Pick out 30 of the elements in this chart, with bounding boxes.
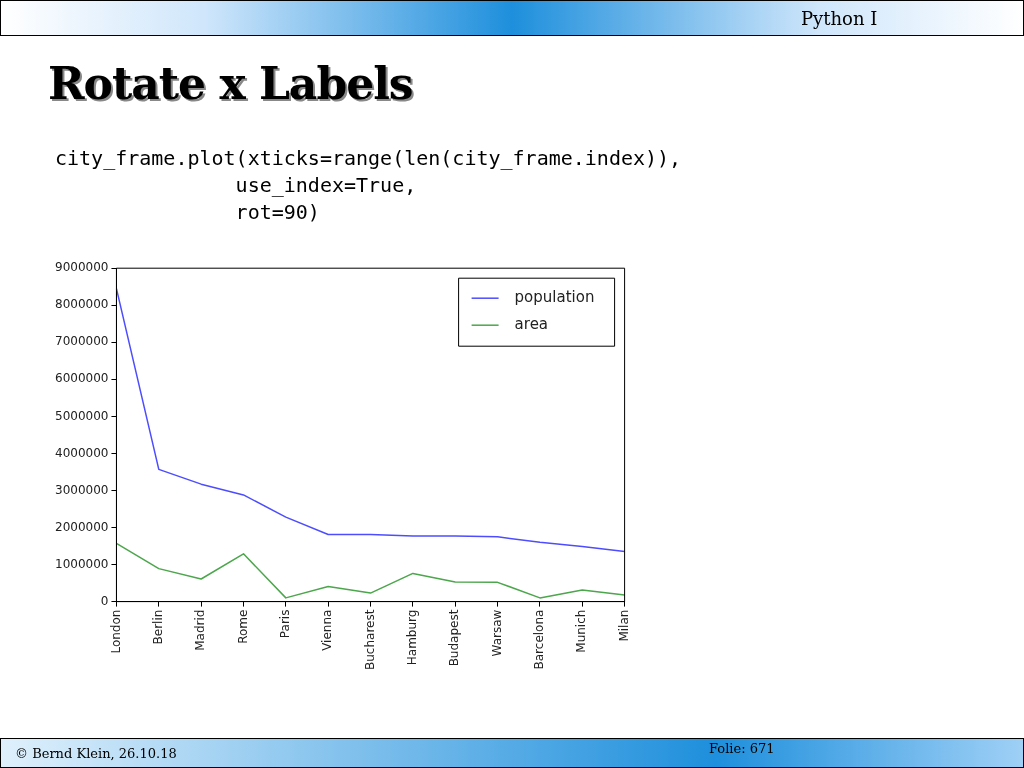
y-tick-label: 0 <box>100 593 109 608</box>
legend-label: area <box>514 315 549 334</box>
x-tick-label: Berlin <box>150 609 165 645</box>
x-tick-label: Paris <box>277 609 292 639</box>
text: © Bernd Klein, 26.10.18 <box>15 746 177 761</box>
text: city_frame.plot(xticks=range(len(city_frame.index)), use_index=True, rot=90) <box>55 145 682 226</box>
x-tick-label: Warsaw <box>489 609 504 657</box>
x-tick-label: Madrid <box>193 609 208 651</box>
x-tick-label: Rome <box>235 609 250 644</box>
x-tick-label: Munich <box>574 609 589 653</box>
x-tick-label: Bucharest <box>362 609 377 670</box>
y-tick-label: 9000000 <box>54 260 109 275</box>
y-tick-label: 4000000 <box>54 445 109 460</box>
x-tick-label: London <box>108 609 123 654</box>
text: Python I <box>801 8 878 29</box>
y-tick-label: 5000000 <box>54 408 109 423</box>
y-tick-label: 7000000 <box>54 334 109 349</box>
x-tick-label: Budapest <box>447 609 462 667</box>
y-tick-label: 1000000 <box>54 556 109 571</box>
x-tick-label: Milan <box>616 609 631 642</box>
text: Folie: 671 <box>709 741 775 756</box>
x-tick-label: Barcelona <box>532 609 547 670</box>
chart-title: Rotate x Labels <box>48 58 413 109</box>
y-tick-label: 6000000 <box>54 371 109 386</box>
x-tick-label: Vienna <box>320 609 335 651</box>
x-tick-label: Hamburg <box>404 609 419 666</box>
y-tick-label: 3000000 <box>54 482 109 497</box>
legend-label: population <box>514 288 595 307</box>
y-tick-label: 2000000 <box>54 519 109 534</box>
y-tick-label: 8000000 <box>54 297 109 312</box>
